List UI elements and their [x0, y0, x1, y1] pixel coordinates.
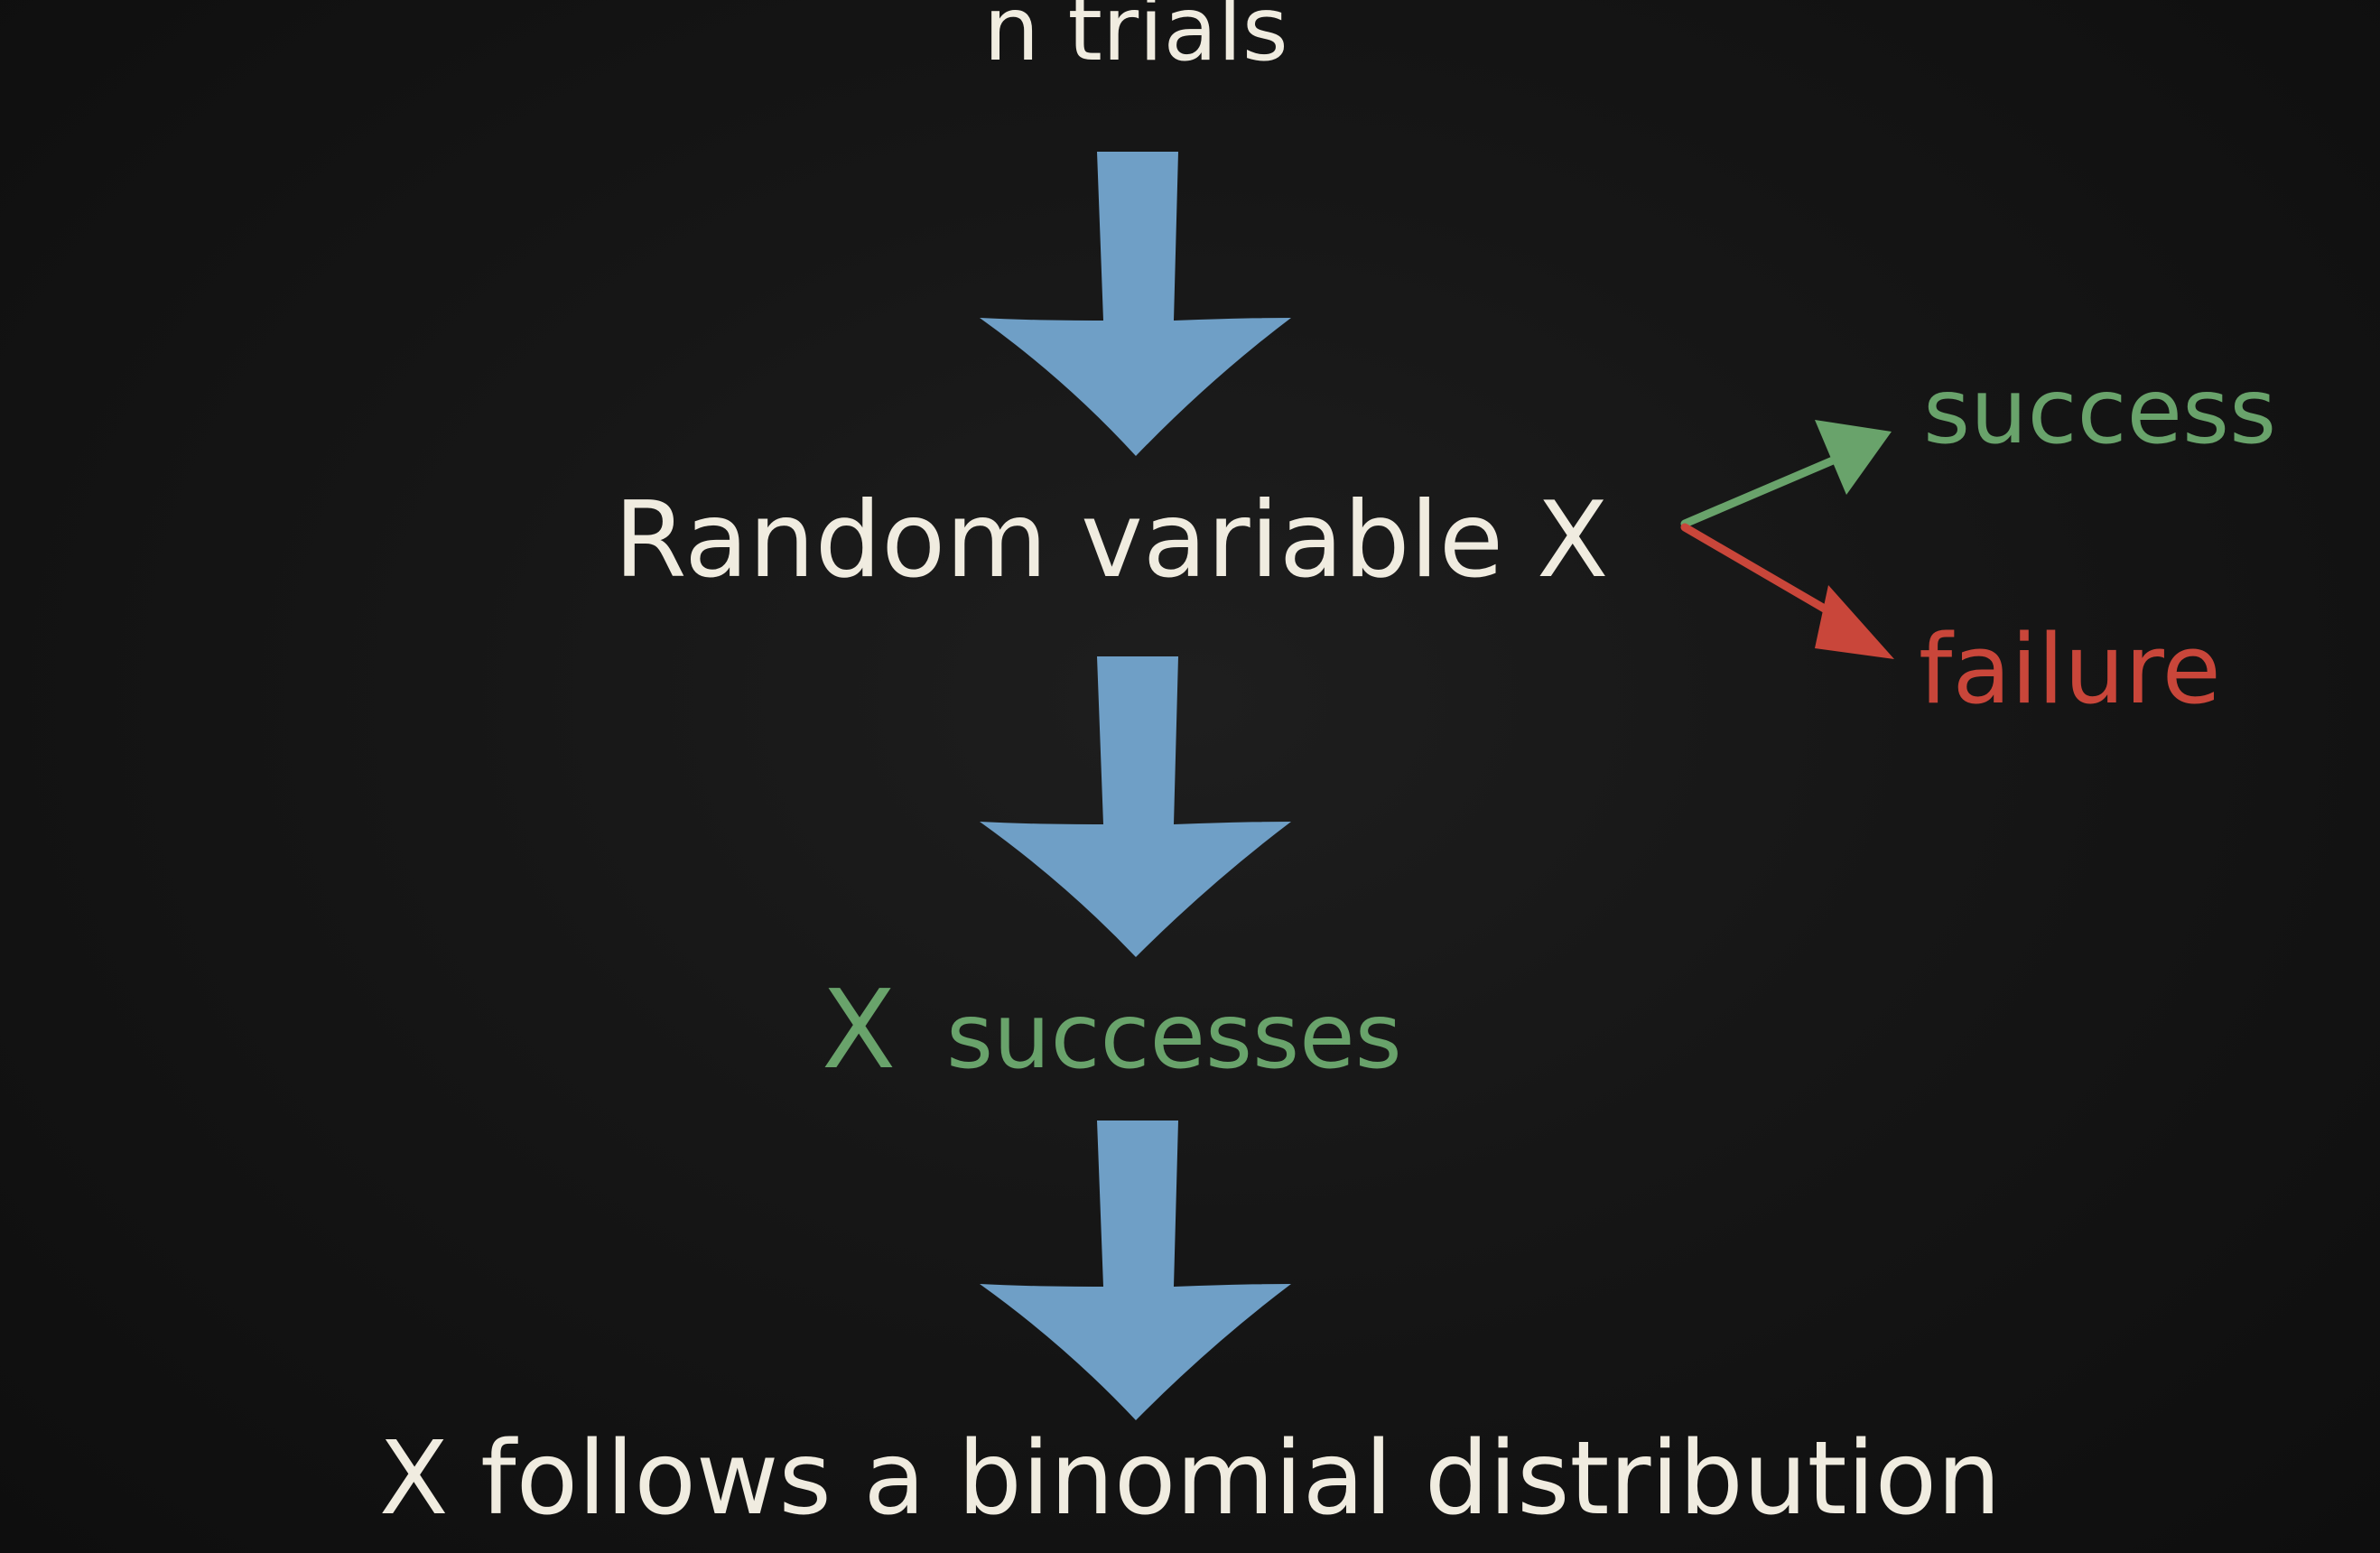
down-arrow-icon [980, 152, 1291, 456]
flow-arrow-2 [980, 656, 1291, 957]
conclusion-label: X follows a binomial distribution [379, 1420, 2001, 1538]
successes-variable: X [822, 968, 896, 1093]
failure-arrowhead-icon [1815, 585, 1894, 659]
trials-label: n trials [983, 0, 1288, 81]
failure-branch-line [1680, 523, 1843, 621]
random-variable-label: Random variable X [614, 479, 1608, 601]
success-label: success [1923, 358, 2276, 464]
success-branch-line [1680, 456, 1837, 528]
down-arrow-icon [980, 1121, 1291, 1420]
success-arrowhead-icon [1815, 420, 1892, 495]
flow-arrow-1 [980, 152, 1291, 456]
successes-label: successes [946, 983, 1402, 1089]
down-arrow-icon [980, 656, 1291, 957]
branch-arrows [1680, 420, 1894, 659]
failure-label: failure [1919, 614, 2221, 725]
flow-arrow-3 [980, 1121, 1291, 1420]
